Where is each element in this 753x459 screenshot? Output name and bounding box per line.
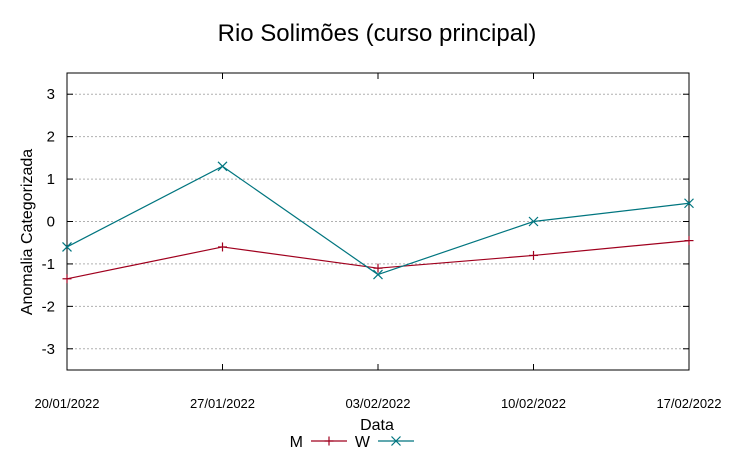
x-tick-label: 17/02/2022 <box>656 396 721 411</box>
y-tick-label: -3 <box>42 341 55 358</box>
y-tick-label: -2 <box>42 298 55 315</box>
y-tick-label: 1 <box>47 171 55 188</box>
legend-marker-M <box>324 436 334 446</box>
data-point-M <box>684 236 694 246</box>
series-line-M <box>66 239 690 280</box>
y-tick-label: -1 <box>42 256 55 273</box>
data-point-W <box>684 198 694 209</box>
chart-title: Rio Solimões (curso principal) <box>218 20 537 47</box>
y-tick-label: 3 <box>47 86 55 103</box>
y-tick-label: 2 <box>47 129 55 146</box>
x-tick-label: 10/02/2022 <box>501 396 566 411</box>
data-point-W <box>373 269 383 280</box>
data-point-M <box>529 250 538 260</box>
legend-label-W: W <box>355 434 371 451</box>
y-axis-ticks: -3 -2 -1 0 1 2 3 <box>42 86 689 358</box>
y-tick-label: 0 <box>47 214 55 231</box>
y-axis-label: Anomalia Categorizada <box>19 149 36 315</box>
gridlines <box>67 93 689 350</box>
data-point-M <box>218 242 227 252</box>
series-lines <box>62 161 694 284</box>
x-tick-label: 27/01/2022 <box>190 396 255 411</box>
x-axis-ticks: 20/01/2022 27/01/2022 03/02/2022 10/02/2022… <box>34 73 722 411</box>
legend-label-M: M <box>290 434 303 451</box>
data-point-W <box>528 216 539 227</box>
data-point-M <box>373 263 383 273</box>
x-axis-label: Data <box>360 417 394 434</box>
legend-marker-W <box>391 436 401 446</box>
x-tick-label: 20/01/2022 <box>34 396 99 411</box>
data-point-M <box>62 274 72 284</box>
x-tick-label: 03/02/2022 <box>345 396 410 411</box>
data-point-W <box>62 242 72 252</box>
data-point-W <box>217 161 228 172</box>
series-line-W <box>66 165 690 276</box>
